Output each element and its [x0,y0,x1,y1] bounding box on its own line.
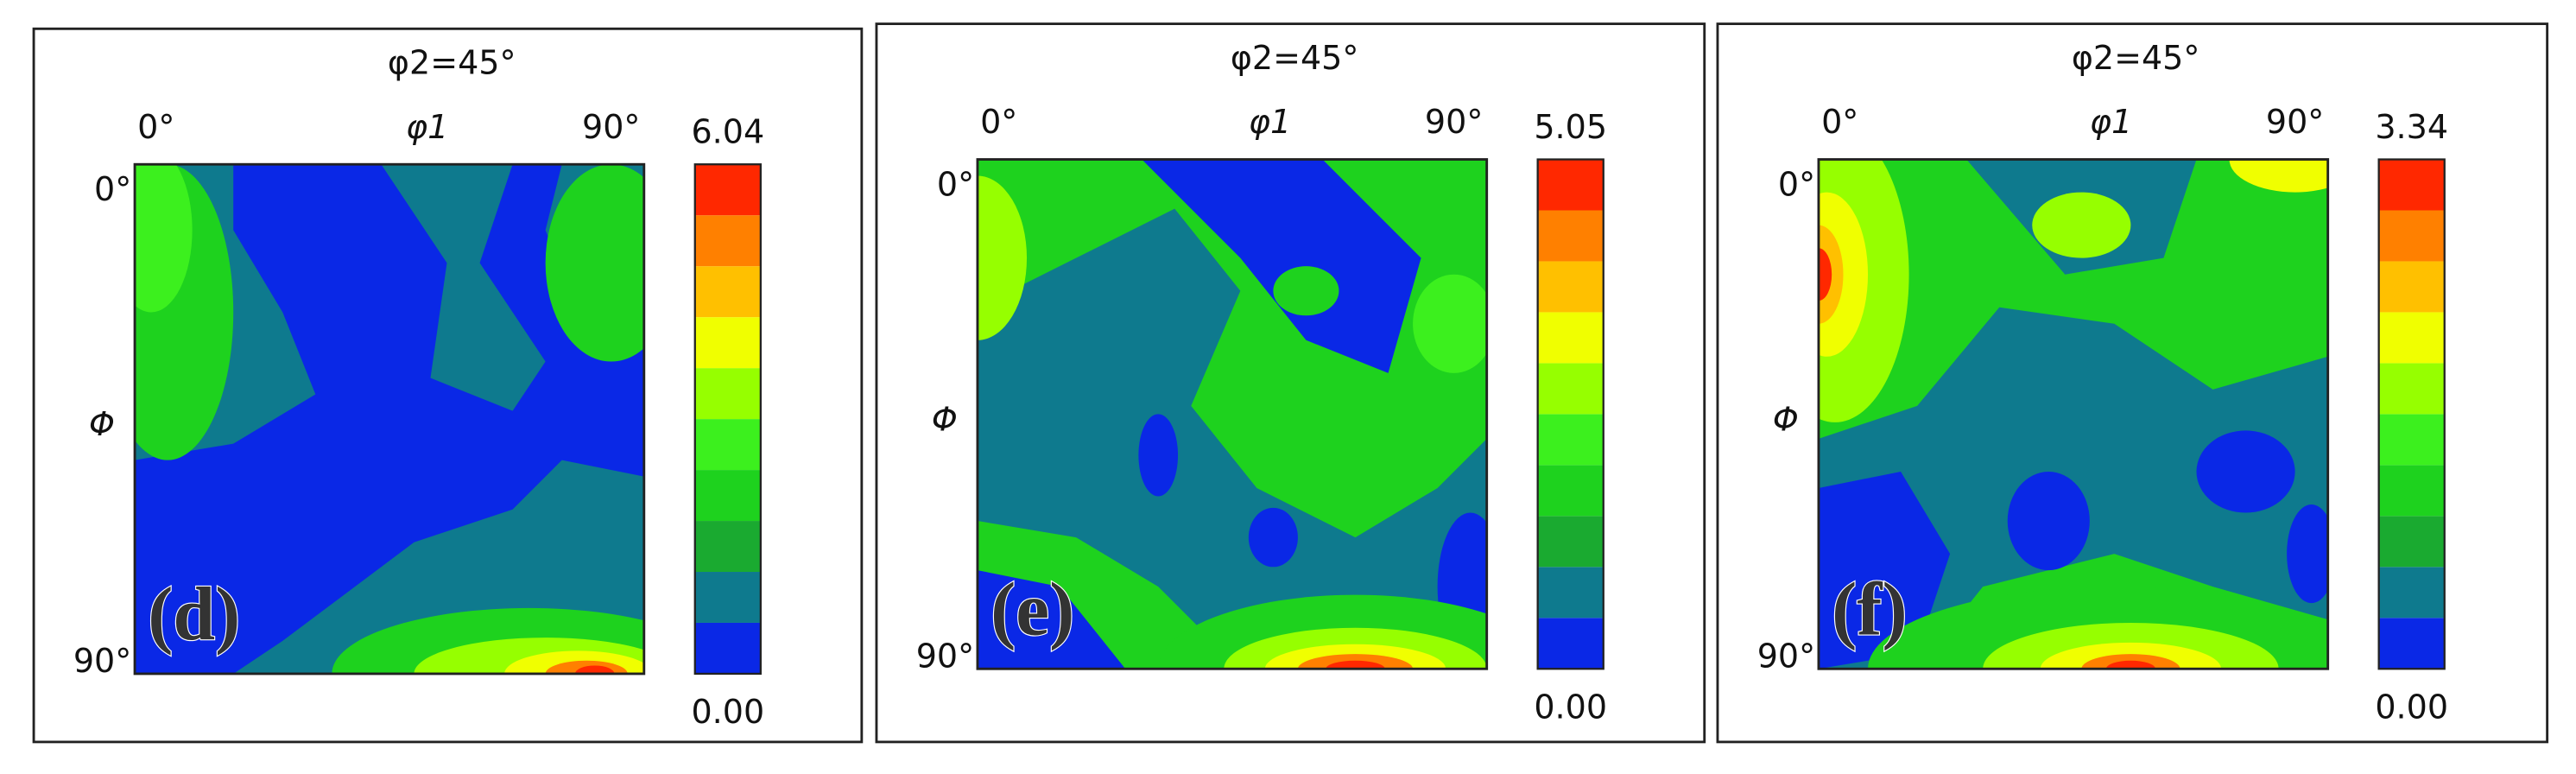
contour [2032,192,2131,258]
colorbar-band [1537,414,1604,466]
x-label: φ1 [1249,103,1291,141]
panel-title: φ2=45° [388,44,516,82]
colorbar-band [694,622,761,674]
contour [977,570,1126,669]
panel-label: (e) [991,567,1074,650]
colorbar-band [2378,363,2445,415]
odf-map [977,159,1487,669]
contour [1248,507,1298,568]
colorbar-band [694,521,761,573]
colorbar-band [2378,159,2445,211]
contour [977,208,1487,669]
contour [1273,266,1339,316]
y-label: Φ [1773,400,1799,438]
contour [2196,430,2295,513]
contour [135,164,193,313]
contour [2007,471,2090,571]
x-start: 0° [137,108,174,146]
colorbar-band [1537,567,1604,619]
colorbar-band [694,419,761,471]
colorbar-band [2378,516,2445,568]
colorbar-band [2378,312,2445,364]
colorbar-band [1537,363,1604,415]
map-frame [976,158,1489,670]
colorbar-frame [693,163,762,676]
scale-min: 0.00 [691,693,764,731]
panel: φ2=45° 0° φ1 90° 0° Φ 90° 5.05 0.00 (e) [875,22,1706,744]
colorbar-band [694,266,761,318]
contour [1818,248,1832,301]
colorbar-band [1537,210,1604,262]
colorbar-band [1537,465,1604,517]
colorbar-band [2378,414,2445,466]
map-frame [1817,158,2330,670]
colorbar-band [1537,159,1604,211]
y-label: Φ [89,405,115,443]
odf-map [135,164,644,674]
y-start: 0° [937,165,974,203]
colorbar-band [2378,567,2445,619]
map-frame [133,162,646,676]
x-end: 90° [2266,103,2324,141]
y-end: 90° [1757,637,1815,675]
panel-title: φ2=45° [2072,39,2200,77]
colorbar-band [2378,210,2445,262]
contour [135,164,644,674]
x-label: φ1 [406,108,448,146]
colorbar-band [1537,312,1604,364]
x-end: 90° [582,108,640,146]
colorbar-band [694,215,761,267]
scale-max: 3.34 [2375,108,2448,146]
y-start: 0° [1778,165,1815,203]
x-label: φ1 [2090,103,2132,141]
y-end: 90° [73,642,131,680]
panel-title: φ2=45° [1231,39,1359,77]
scale-min: 0.00 [1534,688,1607,726]
contour [977,175,1028,340]
panel-label: (d) [148,572,240,656]
x-end: 90° [1425,103,1483,141]
contour [2287,504,2328,604]
panel: φ2=45° 0° φ1 90° 0° Φ 90° 3.34 0.00 (f) [1716,22,2549,744]
colorbar-band [1537,618,1604,669]
colorbar-band [694,470,761,522]
x-start: 0° [1821,103,1858,141]
contour [545,164,644,362]
odf-map [1818,159,2328,669]
colorbar-frame [1536,158,1604,670]
scale-max: 5.05 [1534,108,1607,146]
colorbar-band [2378,261,2445,313]
y-start: 0° [94,170,131,208]
contour [1326,660,1385,669]
contour [1413,274,1487,373]
colorbar-band [1537,261,1604,313]
colorbar-band [694,317,761,369]
y-end: 90° [916,637,974,675]
colorbar-band [2378,618,2445,669]
contour [1142,159,1421,373]
contour [2105,660,2155,669]
contour [574,665,615,674]
x-start: 0° [980,103,1017,141]
panel: φ2=45° 0° φ1 90° 0° Φ 90° 6.04 0.00 (d) [32,27,864,744]
contour [1138,414,1179,497]
colorbar-band [694,572,761,623]
y-label: Φ [932,400,958,438]
colorbar-frame [2377,158,2446,670]
colorbar-band [694,164,761,216]
contour [2229,159,2328,193]
scale-min: 0.00 [2375,688,2448,726]
panel-label: (f) [1832,567,1907,650]
colorbar-band [2378,465,2445,517]
colorbar-band [694,368,761,420]
scale-max: 6.04 [691,113,764,151]
colorbar-band [1537,516,1604,568]
